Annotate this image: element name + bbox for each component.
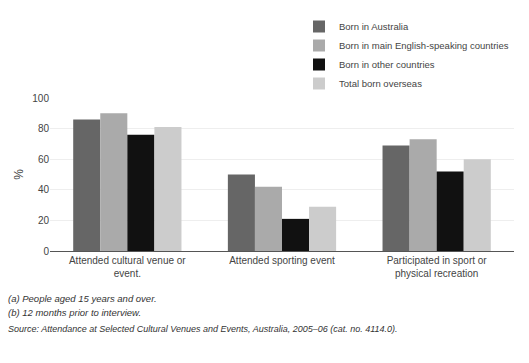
svg-text:40: 40 xyxy=(38,184,50,195)
svg-text:Attended sporting event: Attended sporting event xyxy=(229,255,335,266)
svg-text:Born in other countries: Born in other countries xyxy=(339,59,435,70)
svg-text:0: 0 xyxy=(43,246,49,257)
svg-text:%: % xyxy=(12,169,26,180)
svg-text:(b) 12 months prior to intervi: (b) 12 months prior to interview. xyxy=(8,307,141,318)
svg-text:Total born overseas: Total born overseas xyxy=(339,78,422,89)
svg-text:20: 20 xyxy=(38,215,50,226)
svg-text:Source: Attendance at Selected: Source: Attendance at Selected Cultural … xyxy=(8,324,398,334)
svg-text:Attended cultural venue oreven: Attended cultural venue orevent. xyxy=(69,255,186,279)
svg-text:(a) People aged 15 years and o: (a) People aged 15 years and over. xyxy=(8,293,157,304)
svg-text:Born in main English-speaking: Born in main English-speaking countries xyxy=(339,40,509,51)
svg-text:80: 80 xyxy=(38,123,50,134)
svg-text:60: 60 xyxy=(38,154,50,165)
svg-text:Born in Australia: Born in Australia xyxy=(339,21,409,32)
svg-text:100: 100 xyxy=(32,93,49,104)
svg-text:Participated in sport orphysic: Participated in sport orphysical recreat… xyxy=(387,255,488,279)
